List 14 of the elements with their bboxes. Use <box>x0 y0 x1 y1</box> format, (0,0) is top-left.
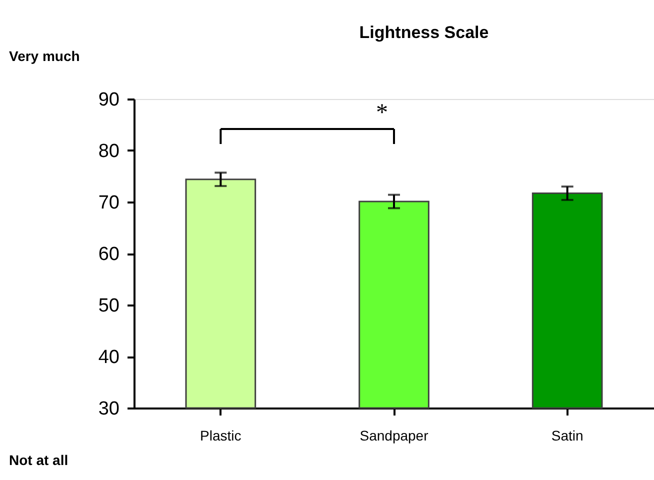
y-tick-label: 80 <box>98 141 120 162</box>
y-tick-label: 60 <box>98 244 120 265</box>
y-tick-label: 30 <box>98 398 120 420</box>
y-tick-label: 90 <box>98 90 120 110</box>
chart-title: Lightness Scale <box>359 23 489 42</box>
annotation: * <box>376 100 388 126</box>
x-tick-label: Sandpaper <box>360 428 429 444</box>
text: Not at all <box>9 452 68 468</box>
x-tick-label: Satin <box>551 428 584 444</box>
y-tick-label: 40 <box>98 347 120 368</box>
x-tick-label: Plastic <box>200 428 242 444</box>
text: Very much <box>9 48 80 64</box>
y-tick-label: 50 <box>98 296 120 316</box>
y-tick-label: 70 <box>98 192 120 214</box>
